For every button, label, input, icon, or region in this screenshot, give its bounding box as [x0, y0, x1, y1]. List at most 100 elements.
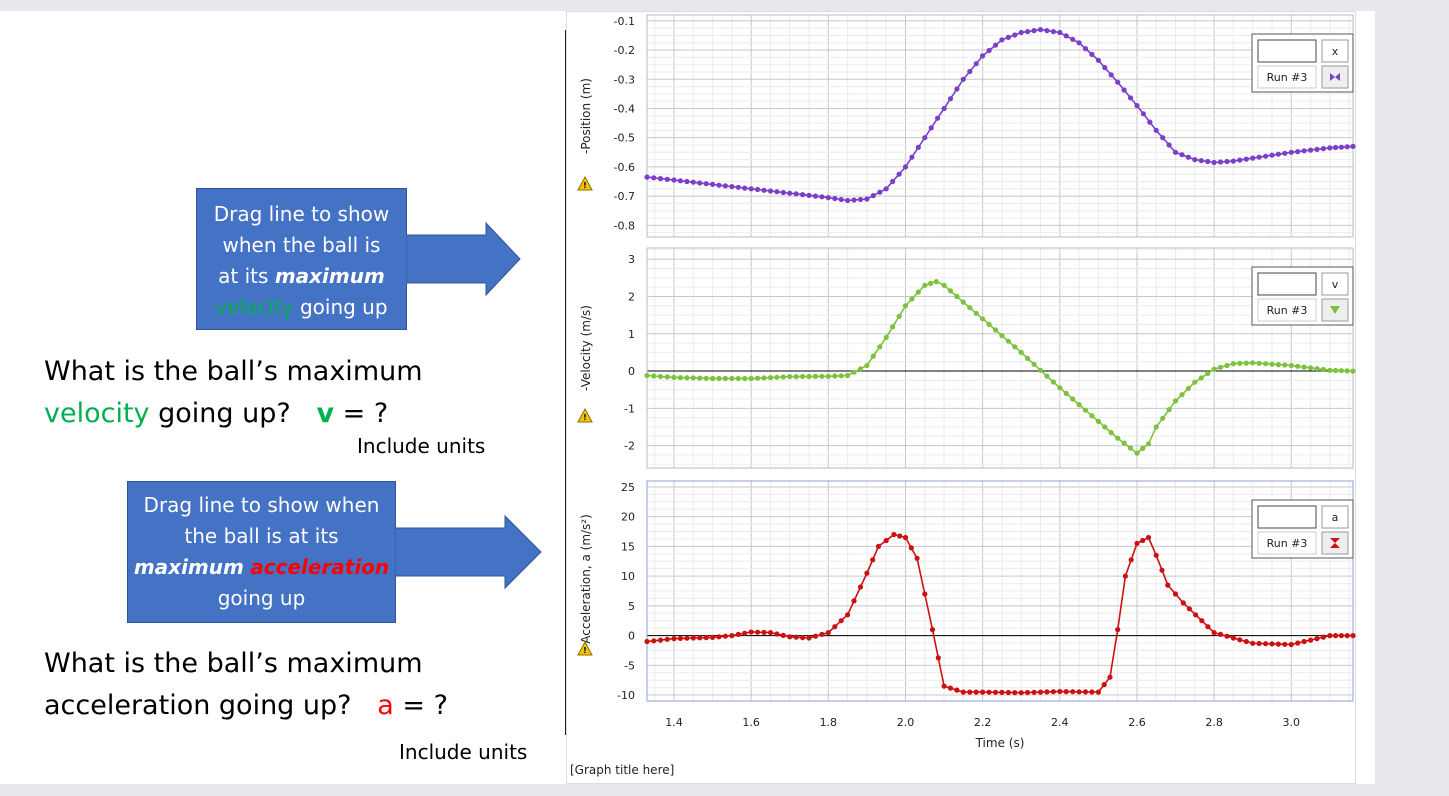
data-point[interactable] [1199, 618, 1205, 624]
graph-panel[interactable]: -0.1 -0.2 -0.3 -0.4 -0.5 -0.6 -0.7 -0.8 -Positio… [566, 11, 1356, 784]
data-point[interactable] [812, 373, 819, 379]
data-point[interactable] [1237, 157, 1243, 163]
data-point[interactable] [1057, 29, 1063, 36]
data-point[interactable] [1005, 34, 1011, 40]
data-point[interactable] [1172, 591, 1179, 597]
data-point[interactable] [800, 373, 806, 380]
data-point[interactable] [787, 374, 793, 380]
data-point[interactable] [1095, 689, 1101, 695]
data-point[interactable] [986, 689, 992, 695]
legend-box[interactable]: x Run #3 [1251, 33, 1354, 93]
data-point[interactable] [857, 196, 864, 203]
data-point[interactable] [722, 183, 728, 189]
data-point[interactable] [806, 635, 812, 641]
data-point[interactable] [677, 375, 683, 381]
data-point[interactable] [967, 68, 973, 75]
data-point[interactable] [1165, 582, 1171, 588]
data-point[interactable] [671, 177, 677, 183]
data-point[interactable] [1211, 159, 1217, 166]
data-point[interactable] [941, 683, 947, 689]
data-point[interactable] [864, 362, 870, 369]
data-point[interactable] [1153, 552, 1159, 558]
data-point[interactable] [902, 534, 909, 541]
data-point[interactable] [729, 633, 735, 639]
legend-value-field[interactable] [1257, 272, 1317, 296]
data-point[interactable] [1089, 689, 1095, 695]
data-point[interactable] [941, 282, 947, 288]
data-point[interactable] [735, 631, 741, 638]
data-point[interactable] [1282, 150, 1288, 156]
data-point[interactable] [1269, 361, 1275, 367]
data-point[interactable] [1145, 441, 1152, 447]
data-point[interactable] [1179, 152, 1185, 158]
data-point[interactable] [1153, 127, 1159, 133]
data-point[interactable] [1327, 145, 1333, 151]
data-point[interactable] [787, 634, 793, 640]
data-point[interactable] [1018, 690, 1024, 696]
data-point[interactable] [1172, 398, 1179, 404]
data-point[interactable] [1160, 415, 1166, 421]
data-point[interactable] [992, 689, 999, 695]
data-point[interactable] [954, 293, 960, 300]
data-point[interactable] [1063, 33, 1069, 39]
data-point[interactable] [1025, 355, 1031, 361]
data-point[interactable] [1217, 631, 1224, 638]
data-point[interactable] [1172, 149, 1179, 155]
data-point[interactable] [1179, 392, 1185, 398]
data-point[interactable] [1301, 638, 1307, 645]
data-point[interactable] [1025, 29, 1031, 35]
data-point[interactable] [1031, 689, 1037, 695]
data-point[interactable] [644, 372, 650, 379]
data-point[interactable] [1217, 159, 1224, 165]
data-point[interactable] [1256, 640, 1262, 647]
data-point[interactable] [1025, 689, 1031, 696]
data-point[interactable] [1115, 435, 1121, 441]
data-point[interactable] [967, 305, 973, 311]
data-point[interactable] [1338, 633, 1344, 639]
plot-area[interactable] [647, 248, 1353, 468]
data-point[interactable] [1301, 148, 1307, 154]
data-point[interactable] [883, 334, 889, 341]
data-point[interactable] [767, 630, 774, 636]
legend-value-field[interactable] [1257, 39, 1317, 63]
data-point[interactable] [1250, 155, 1256, 161]
data-point[interactable] [735, 375, 741, 382]
data-point[interactable] [651, 373, 657, 379]
data-point[interactable] [819, 631, 825, 638]
data-point[interactable] [748, 375, 754, 382]
data-point[interactable] [703, 635, 709, 641]
warning-triangle-icon[interactable]: ! [577, 175, 593, 191]
data-point[interactable] [960, 689, 966, 695]
data-point[interactable] [1320, 146, 1326, 152]
data-point[interactable] [819, 373, 825, 379]
data-point[interactable] [767, 188, 774, 194]
data-point[interactable] [1205, 158, 1211, 165]
data-point[interactable] [1037, 367, 1044, 373]
data-point[interactable] [742, 185, 748, 191]
data-point[interactable] [684, 635, 690, 641]
data-point[interactable] [703, 375, 709, 381]
data-point[interactable] [761, 375, 767, 381]
data-point[interactable] [891, 531, 897, 538]
data-point[interactable] [1250, 360, 1256, 366]
data-point[interactable] [890, 178, 896, 185]
data-point[interactable] [722, 633, 728, 639]
data-point[interactable] [960, 299, 966, 305]
data-point[interactable] [883, 537, 889, 544]
data-point[interactable] [973, 689, 979, 695]
data-point[interactable] [710, 181, 716, 187]
data-point[interactable] [1198, 375, 1204, 381]
data-point[interactable] [767, 375, 774, 381]
data-point[interactable] [761, 629, 767, 636]
data-point[interactable] [980, 316, 986, 322]
data-point[interactable] [947, 288, 954, 294]
data-point[interactable] [1166, 407, 1172, 413]
data-point[interactable] [684, 178, 690, 185]
data-point[interactable] [793, 634, 799, 640]
data-point[interactable] [870, 353, 876, 359]
data-point[interactable] [1263, 153, 1269, 159]
data-point[interactable] [1095, 418, 1101, 424]
data-point[interactable] [992, 42, 999, 48]
data-point[interactable] [1108, 430, 1114, 436]
data-point[interactable] [1166, 142, 1172, 148]
